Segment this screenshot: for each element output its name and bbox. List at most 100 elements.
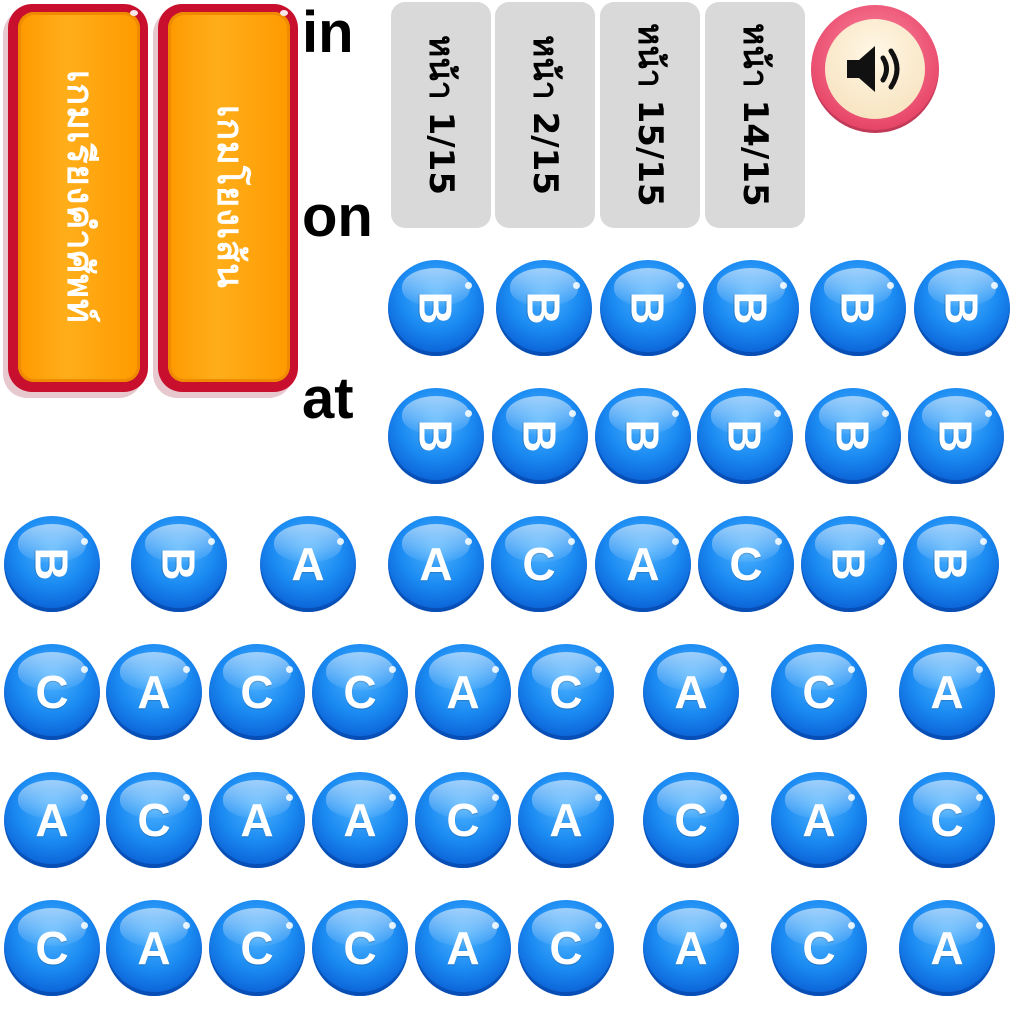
ball-letter: C: [549, 922, 583, 974]
letter-ball-a[interactable]: A: [595, 516, 691, 612]
letter-ball-b[interactable]: B: [388, 388, 484, 484]
letter-ball-c[interactable]: C: [209, 644, 305, 740]
letter-ball-c[interactable]: C: [491, 516, 587, 612]
letter-ball-a[interactable]: A: [415, 644, 511, 740]
letter-ball-b[interactable]: B: [908, 388, 1004, 484]
letter-ball-b[interactable]: B: [595, 388, 691, 484]
letter-ball-a[interactable]: A: [260, 516, 356, 612]
letter-ball-c[interactable]: C: [106, 772, 202, 868]
ball-letter: B: [152, 547, 205, 581]
letter-ball-b[interactable]: B: [810, 260, 906, 356]
letter-ball-a[interactable]: A: [106, 644, 202, 740]
letter-ball-a[interactable]: A: [643, 644, 739, 740]
letter-ball-a[interactable]: A: [209, 772, 305, 868]
ball-letter: B: [517, 291, 570, 325]
ball-letter: A: [446, 922, 480, 974]
letter-ball-b[interactable]: B: [131, 516, 227, 612]
word-order-game-label: เกมเรียงคำศัพท์: [59, 70, 100, 324]
word-order-game-button[interactable]: เกมเรียงคำศัพท์: [8, 4, 148, 392]
page-tab-label: หน้า 1/15: [421, 35, 461, 195]
letter-ball-a[interactable]: A: [899, 900, 995, 996]
ball-letter: B: [822, 547, 875, 581]
matching-game-button[interactable]: เกมโยงเส้น: [158, 4, 298, 392]
ball-letter: A: [240, 794, 274, 846]
ball-letter: B: [409, 291, 462, 325]
ball-letter: C: [35, 922, 69, 974]
letter-ball-c[interactable]: C: [312, 900, 408, 996]
letter-ball-b[interactable]: B: [903, 516, 999, 612]
page-tab-14[interactable]: หน้า 14/15: [705, 2, 805, 228]
page-tab-label: หน้า 15/15: [630, 23, 670, 207]
letter-ball-b[interactable]: B: [492, 388, 588, 484]
ball-letter: A: [137, 922, 171, 974]
letter-ball-a[interactable]: A: [771, 772, 867, 868]
ball-letter: C: [802, 666, 836, 718]
letter-ball-a[interactable]: A: [106, 900, 202, 996]
letter-ball-a[interactable]: A: [4, 772, 100, 868]
ball-letter: B: [929, 419, 982, 453]
ball-letter: A: [626, 538, 660, 590]
letter-ball-a[interactable]: A: [312, 772, 408, 868]
ball-letter: B: [621, 291, 674, 325]
page-tab-2[interactable]: หน้า 2/15: [495, 2, 595, 228]
letter-ball-b[interactable]: B: [496, 260, 592, 356]
page-tab-15[interactable]: หน้า 15/15: [600, 2, 700, 228]
page-tab-label: หน้า 2/15: [525, 35, 565, 195]
ball-letter: C: [522, 538, 556, 590]
letter-ball-a[interactable]: A: [518, 772, 614, 868]
glint-icon: [280, 10, 288, 16]
word-at: at: [302, 366, 354, 431]
letter-ball-c[interactable]: C: [518, 900, 614, 996]
letter-ball-b[interactable]: B: [697, 388, 793, 484]
ball-letter: A: [930, 666, 964, 718]
page-tab-1[interactable]: หน้า 1/15: [391, 2, 491, 228]
button-face: เกมโยงเส้น: [168, 12, 290, 382]
letter-ball-c[interactable]: C: [771, 644, 867, 740]
ball-letter: B: [25, 547, 78, 581]
letter-ball-c[interactable]: C: [4, 900, 100, 996]
letter-ball-c[interactable]: C: [312, 644, 408, 740]
ball-letter: C: [549, 666, 583, 718]
ball-letter: C: [343, 922, 377, 974]
ball-letter: C: [930, 794, 964, 846]
glint-icon: [130, 10, 138, 16]
letter-ball-b[interactable]: B: [801, 516, 897, 612]
letter-ball-c[interactable]: C: [899, 772, 995, 868]
letter-ball-b[interactable]: B: [388, 260, 484, 356]
page-tab-label: หน้า 14/15: [735, 23, 775, 207]
button-face: เกมเรียงคำศัพท์: [18, 12, 140, 382]
ball-letter: C: [240, 922, 274, 974]
ball-letter: B: [831, 291, 884, 325]
letter-ball-b[interactable]: B: [600, 260, 696, 356]
ball-letter: B: [924, 547, 977, 581]
letter-ball-b[interactable]: B: [4, 516, 100, 612]
sound-button[interactable]: [811, 5, 939, 133]
letter-ball-b[interactable]: B: [914, 260, 1010, 356]
letter-ball-a[interactable]: A: [415, 900, 511, 996]
letter-ball-b[interactable]: B: [805, 388, 901, 484]
letter-ball-c[interactable]: C: [415, 772, 511, 868]
letter-ball-c[interactable]: C: [4, 644, 100, 740]
ball-letter: C: [35, 666, 69, 718]
ball-letter: B: [718, 419, 771, 453]
ball-letter: A: [137, 666, 171, 718]
ball-letter: B: [724, 291, 777, 325]
letter-ball-a[interactable]: A: [643, 900, 739, 996]
letter-ball-c[interactable]: C: [209, 900, 305, 996]
ball-letter: B: [826, 419, 879, 453]
letter-ball-c[interactable]: C: [698, 516, 794, 612]
ball-letter: C: [674, 794, 708, 846]
letter-ball-a[interactable]: A: [899, 644, 995, 740]
letter-ball-c[interactable]: C: [643, 772, 739, 868]
ball-letter: B: [409, 419, 462, 453]
letter-ball-b[interactable]: B: [703, 260, 799, 356]
word-on: on: [302, 184, 373, 249]
ball-letter: A: [549, 794, 583, 846]
ball-letter: C: [802, 922, 836, 974]
ball-letter: A: [802, 794, 836, 846]
letter-ball-a[interactable]: A: [388, 516, 484, 612]
ball-letter: C: [446, 794, 480, 846]
letter-ball-c[interactable]: C: [518, 644, 614, 740]
letter-ball-c[interactable]: C: [771, 900, 867, 996]
ball-letter: A: [419, 538, 453, 590]
